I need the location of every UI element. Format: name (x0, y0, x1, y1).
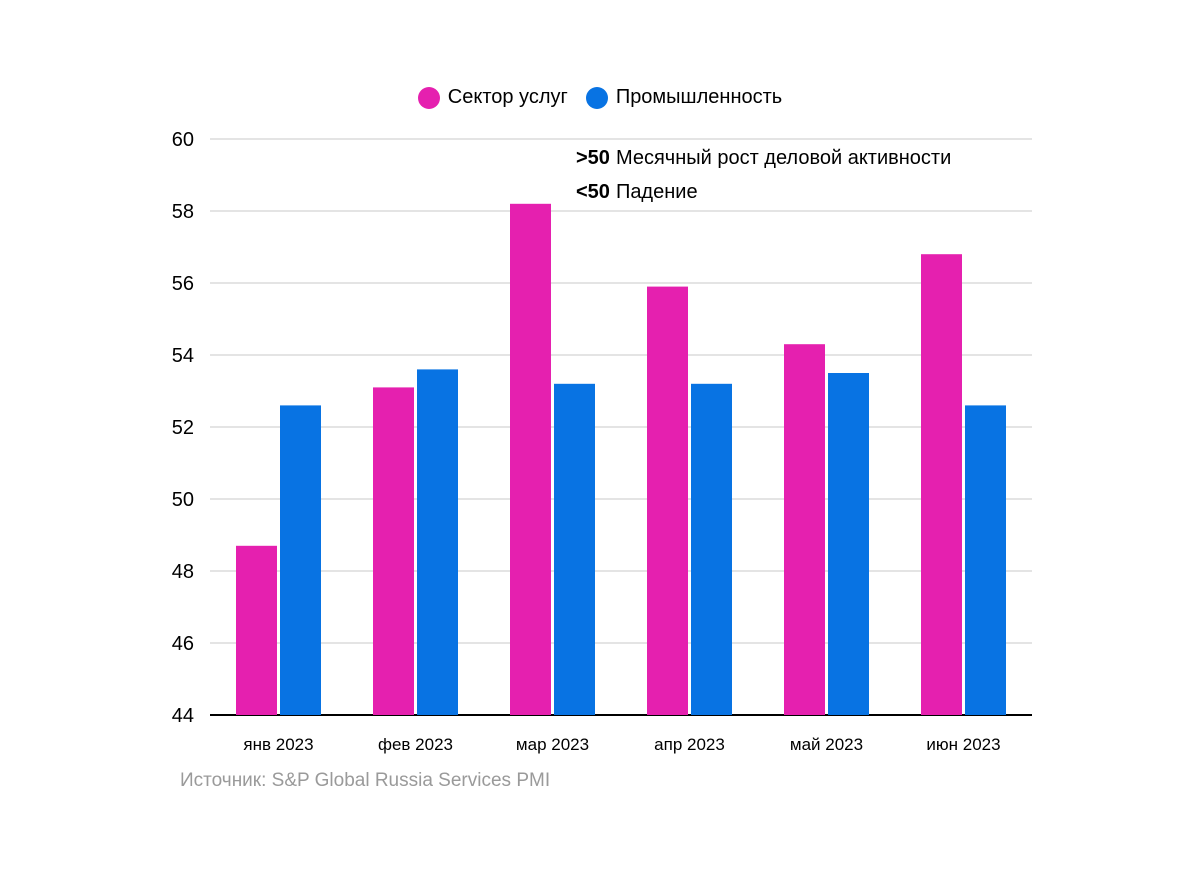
x-tick-label-1: фев 2023 (378, 735, 453, 754)
legend-label-services: Сектор услуг (447, 86, 568, 108)
bar-industry-4 (828, 373, 869, 715)
y-tick-label-54: 54 (172, 345, 194, 367)
y-tick-label-48: 48 (172, 561, 194, 583)
y-tick-label-50: 50 (172, 489, 194, 511)
bar-services-0 (236, 545, 277, 715)
legend-swatch-services (417, 86, 440, 109)
x-tick-label-4: май 2023 (790, 735, 863, 754)
bar-industry-3 (691, 383, 732, 715)
bar-services-5 (921, 254, 962, 715)
annotation-decline: <50 Падение (576, 181, 698, 204)
chart-legend: Сектор услуг Промышленность (0, 86, 1200, 109)
legend-label-industry: Промышленность (615, 86, 783, 108)
y-tick-label-46: 46 (172, 633, 194, 655)
x-tick-label-2: мар 2023 (516, 735, 589, 754)
bar-services-4 (784, 344, 825, 715)
legend-item-services: Сектор услуг (417, 86, 568, 109)
y-tick-label-56: 56 (172, 273, 194, 295)
annotation-growth-marker: >50 (576, 147, 610, 169)
y-tick-label-58: 58 (172, 201, 194, 223)
bar-services-1 (373, 387, 414, 715)
bar-industry-2 (554, 383, 595, 715)
legend-item-industry: Промышленность (585, 86, 783, 109)
bar-services-3 (647, 286, 688, 715)
y-tick-label-60: 60 (172, 129, 194, 151)
bar-services-2 (510, 203, 551, 716)
annotation-decline-text: Падение (615, 181, 698, 203)
x-tick-label-3: апр 2023 (654, 735, 725, 754)
annotation-growth-text: Месячный рост деловой активности (615, 147, 952, 169)
bar-industry-5 (965, 405, 1006, 715)
x-tick-label-5: июн 2023 (926, 735, 1000, 754)
bar-industry-0 (280, 405, 321, 715)
annotation-decline-marker: <50 (576, 181, 610, 203)
y-tick-label-52: 52 (172, 417, 194, 439)
y-tick-label-44: 44 (172, 705, 194, 727)
legend-swatch-industry (585, 86, 608, 109)
source-note: Источник: S&P Global Russia Services PMI (180, 770, 551, 791)
annotation-growth: >50 Месячный рост деловой активности (576, 147, 951, 170)
x-tick-label-0: янв 2023 (243, 735, 313, 754)
bar-industry-1 (417, 369, 458, 715)
